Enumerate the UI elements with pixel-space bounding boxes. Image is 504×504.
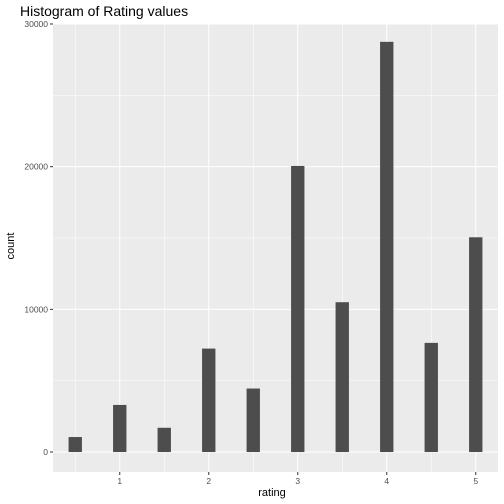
y-tick-label: 10000 [24, 304, 48, 314]
histogram-bar [469, 237, 483, 453]
y-tick-label: 30000 [24, 19, 48, 29]
histogram-bar [424, 342, 438, 453]
x-tick-label: 3 [295, 476, 300, 486]
x-tick-label: 4 [384, 476, 389, 486]
x-axis-title: rating [258, 487, 286, 499]
plot-background [53, 24, 498, 472]
chart-title: Histogram of Rating values [20, 3, 188, 19]
histogram-bar [246, 388, 260, 453]
histogram-bar [202, 348, 216, 453]
plot-panel [53, 23, 498, 472]
histogram-bar [291, 165, 305, 453]
histogram-bar [157, 427, 171, 453]
histogram-bar [335, 302, 349, 453]
histogram-bar [380, 41, 394, 453]
x-tick-label: 5 [473, 476, 478, 486]
x-tick-label: 1 [117, 476, 122, 486]
y-axis-title: count [5, 233, 17, 260]
y-tick-label: 20000 [24, 162, 48, 172]
histogram-bar [113, 404, 127, 453]
histogram-bar [68, 437, 82, 453]
x-tick-label: 2 [206, 476, 211, 486]
y-tick-label: 0 [43, 447, 48, 457]
